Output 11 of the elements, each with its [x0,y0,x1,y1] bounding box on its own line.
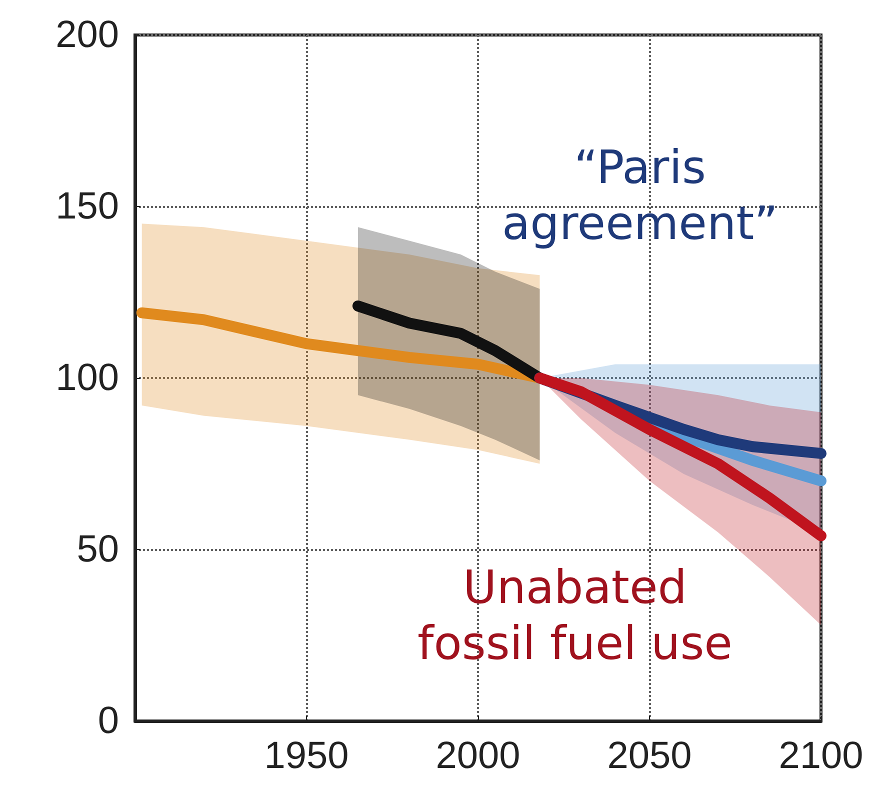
annotation: Unabated fossil fuel use [418,560,732,670]
annotation: “Paris agreement” [502,140,778,250]
y-tick-label: 150 [56,186,119,228]
x-tick-label: 1950 [264,735,349,777]
y-tick-label: 100 [56,357,119,399]
y-tick-label: 200 [56,14,119,56]
y-tick-label: 50 [76,528,119,570]
x-tick-label: 2000 [436,735,520,777]
x-tick-label: 2100 [778,735,864,777]
y-tick-label: 0 [98,700,119,742]
x-tick-label: 2050 [607,735,692,777]
